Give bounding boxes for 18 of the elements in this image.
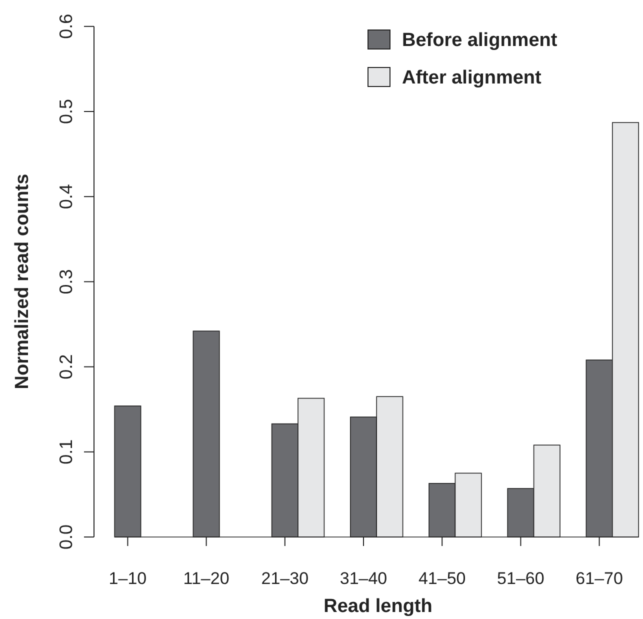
x-tick-label: 11–20 xyxy=(183,569,230,588)
x-axis-title: Read length xyxy=(324,596,432,617)
x-tick-label: 31–40 xyxy=(340,569,388,588)
y-tick-label: 0.1 xyxy=(56,439,76,464)
y-tick-label: 0.4 xyxy=(56,184,76,210)
x-tick-label: 61–70 xyxy=(576,569,623,588)
x-tick-label: 1–10 xyxy=(108,569,147,588)
y-tick-label: 0.6 xyxy=(56,14,76,39)
legend-label: After alignment xyxy=(402,68,542,88)
y-axis-title: Normalized read counts xyxy=(12,174,33,390)
y-tick-label: 0.0 xyxy=(56,524,76,550)
y-tick-label: 0.5 xyxy=(56,98,76,124)
legend-label: Before alignment xyxy=(402,30,558,51)
x-tick-label: 51–60 xyxy=(497,569,544,588)
x-tick-label: 21–30 xyxy=(261,569,309,588)
y-tick-label: 0.3 xyxy=(56,269,76,294)
y-tick-label: 0.2 xyxy=(56,354,76,380)
x-tick-label: 41–50 xyxy=(418,569,466,588)
